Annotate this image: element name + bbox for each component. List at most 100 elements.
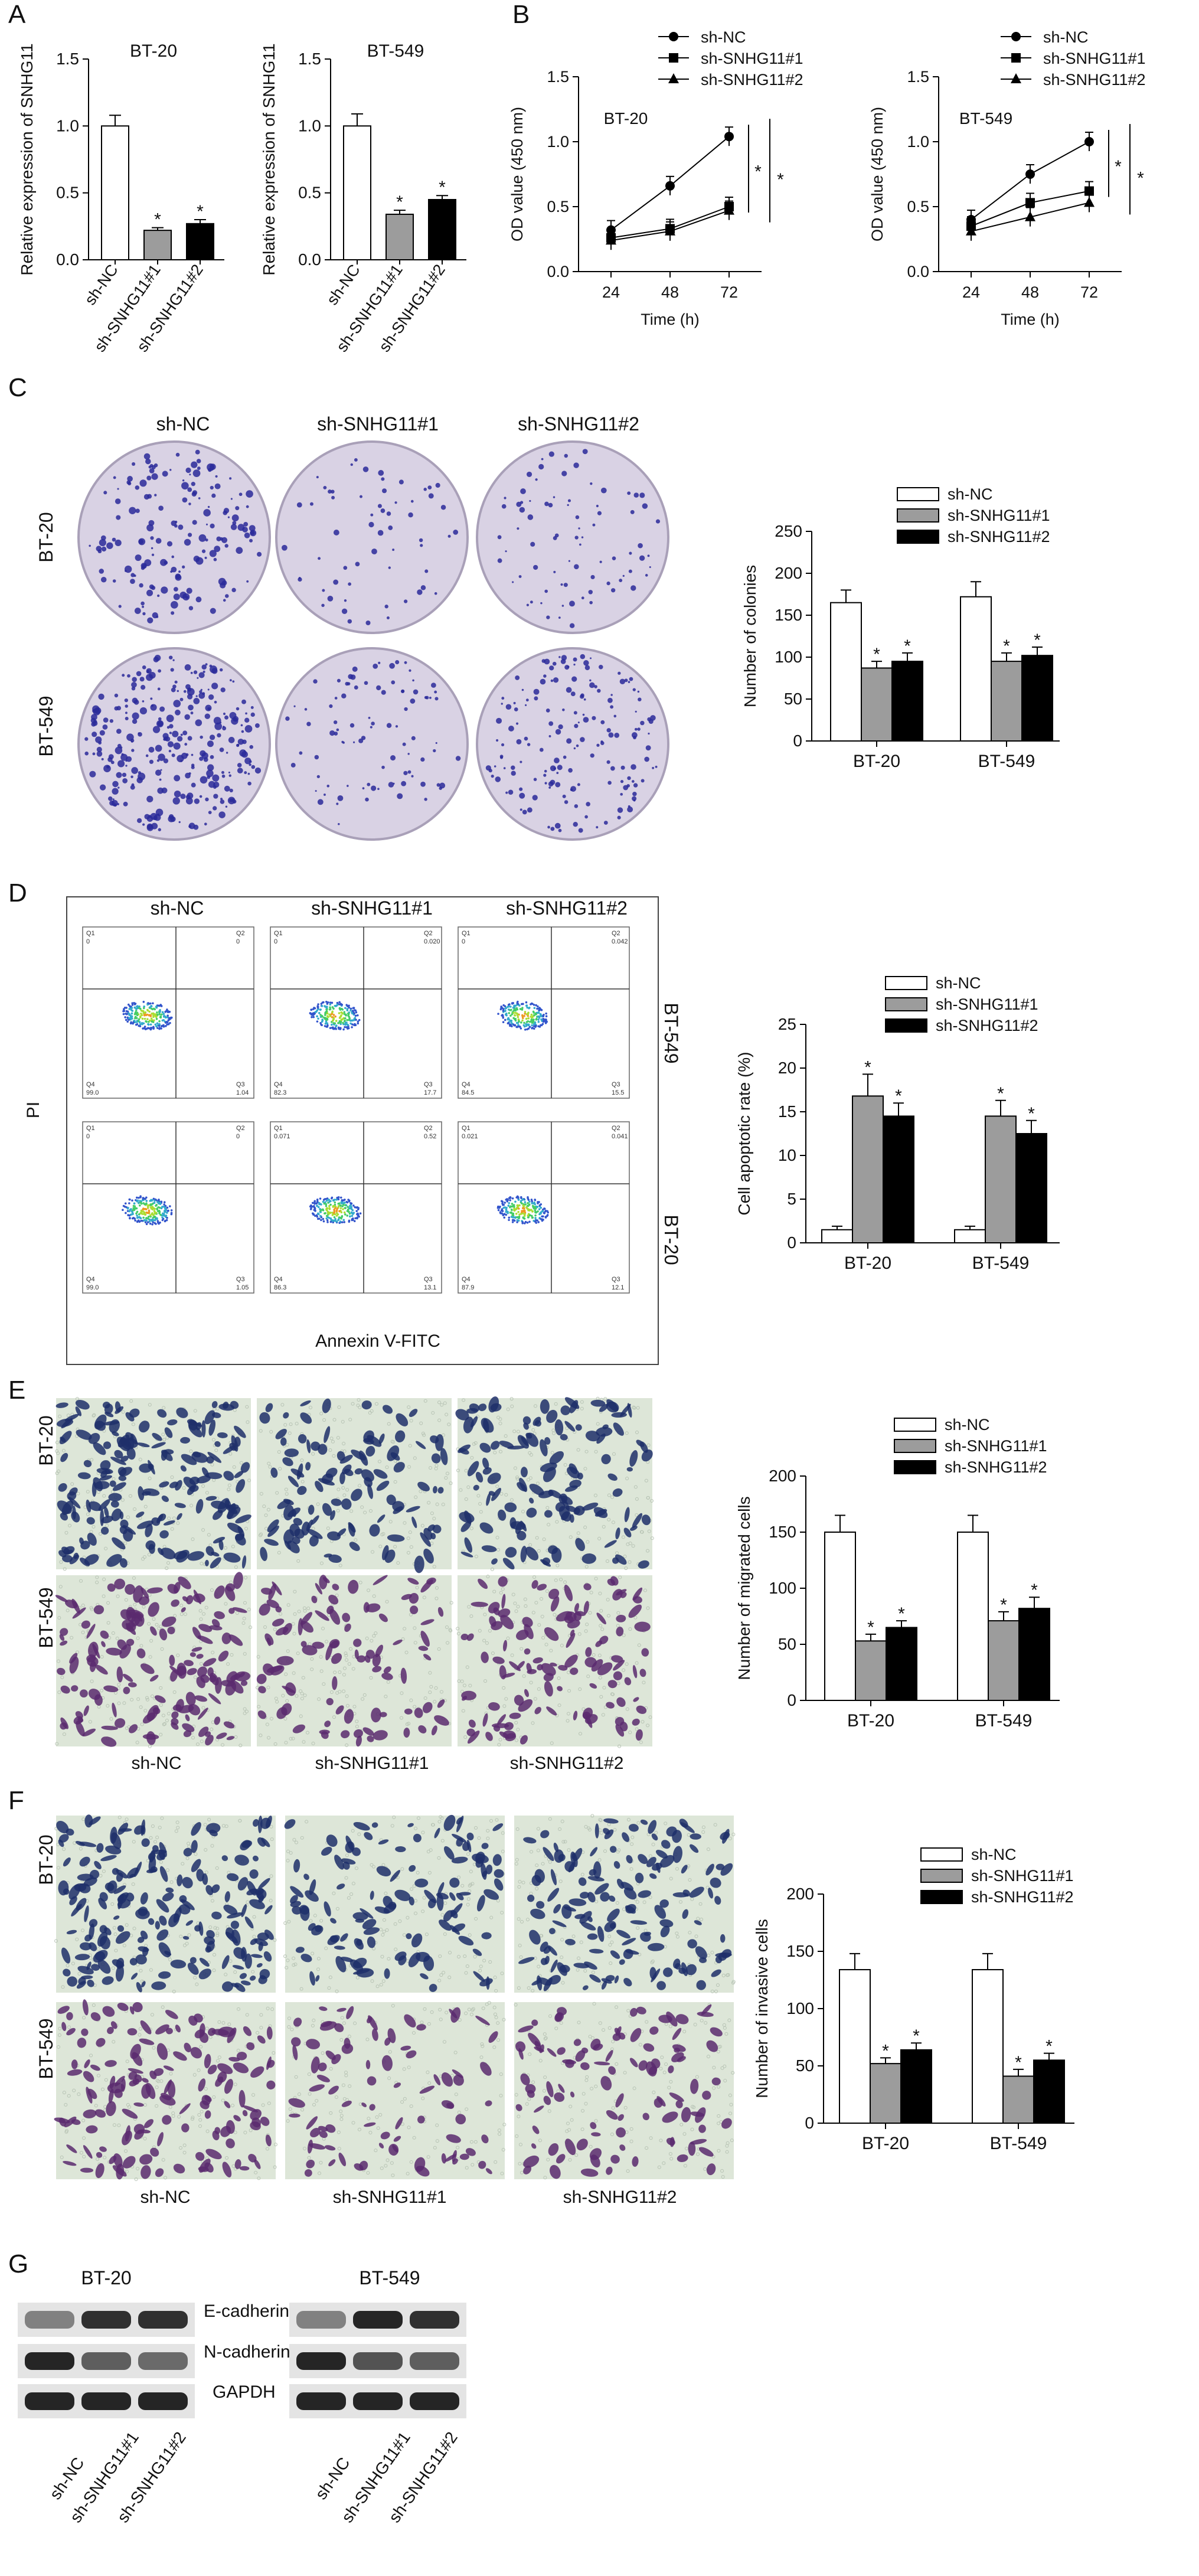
colony-dot	[208, 506, 210, 508]
colony-dot	[241, 730, 244, 733]
event-dot	[326, 1003, 329, 1005]
event-dot	[357, 1020, 360, 1023]
colony-dot	[491, 775, 494, 778]
event-dot	[152, 1208, 154, 1210]
colony-dot	[148, 815, 151, 818]
colony-dot	[610, 766, 615, 771]
colony-dot	[171, 601, 178, 609]
event-dot	[326, 1207, 328, 1210]
colony-dot	[237, 768, 243, 773]
colony-dot	[532, 795, 538, 800]
event-dot	[531, 1200, 533, 1203]
colony-dot	[586, 802, 590, 807]
event-dot	[518, 1018, 520, 1021]
event-dot	[336, 1209, 338, 1212]
colony-dot	[520, 507, 525, 512]
event-dot	[141, 1213, 143, 1215]
legend-label: sh-NC	[945, 1416, 990, 1434]
event-dot	[531, 1027, 534, 1029]
event-dot	[338, 1028, 340, 1030]
colony-dot	[553, 677, 558, 683]
event-dot	[149, 1003, 152, 1005]
colony-dot	[150, 536, 153, 540]
bar-BT-549-sh-SNHG11#1	[991, 661, 1022, 741]
event-dot	[151, 1013, 153, 1015]
q1-label: Q1	[86, 930, 95, 937]
colony-dot	[417, 589, 422, 595]
event-dot	[139, 1196, 142, 1199]
event-dot	[316, 1016, 318, 1018]
q2-value: 0.52	[424, 1133, 436, 1140]
colony-dot	[197, 459, 201, 463]
colony-dot	[125, 570, 127, 572]
event-dot	[167, 1210, 169, 1212]
colony-dot	[206, 524, 208, 525]
colony-dot	[188, 533, 192, 537]
event-dot	[535, 1222, 537, 1224]
colony-dot	[544, 502, 549, 507]
event-dot	[349, 1213, 351, 1215]
colony-dot	[140, 707, 147, 714]
event-dot	[348, 1200, 351, 1203]
colony-dot	[210, 734, 215, 740]
colony-dot	[235, 506, 239, 510]
colony-dot	[544, 590, 548, 593]
event-dot	[534, 1217, 537, 1219]
legend-swatch	[894, 1439, 936, 1452]
colony-dot	[648, 554, 650, 557]
event-dot	[514, 1209, 517, 1211]
event-dot	[325, 1001, 328, 1003]
colony-dot	[434, 697, 438, 700]
colony-dot	[387, 511, 391, 515]
colony-dot	[376, 685, 381, 690]
colony-dot	[184, 743, 187, 746]
event-dot	[515, 1213, 518, 1215]
colony-dot	[205, 538, 208, 541]
colony-dot	[135, 485, 140, 490]
colony-dot	[437, 783, 440, 786]
colony-dot	[347, 785, 349, 787]
marker-circle	[669, 32, 678, 41]
colony-dot	[228, 517, 230, 518]
colony-dot	[251, 713, 255, 717]
colony-dot	[117, 488, 119, 489]
colony-dot	[223, 726, 224, 727]
colony-dot	[192, 520, 197, 525]
y-tick-label: 1.5	[547, 68, 569, 86]
colony-dot	[172, 753, 175, 757]
event-dot	[326, 1005, 328, 1008]
event-dot	[509, 1197, 512, 1199]
event-dot	[528, 1201, 531, 1203]
colony-dot	[211, 494, 215, 498]
event-dot	[326, 1200, 328, 1202]
event-dot	[326, 1015, 329, 1017]
event-dot	[510, 1212, 512, 1214]
colony-dot	[627, 807, 633, 812]
colony-dot	[520, 761, 522, 763]
event-dot	[146, 1018, 149, 1020]
x-tick-label: BT-20	[847, 1711, 894, 1731]
colony-dot	[178, 524, 183, 530]
q3-label: Q3	[236, 1276, 245, 1283]
event-dot	[317, 1003, 319, 1005]
colony-dot	[429, 493, 434, 498]
colony-dot	[318, 557, 321, 560]
colony-dot	[408, 512, 413, 517]
d-col-label-1: sh-NC	[83, 897, 272, 919]
colony-dot	[195, 719, 202, 726]
colony-dot	[378, 470, 384, 476]
event-dot	[344, 1026, 346, 1029]
event-dot	[338, 1012, 341, 1014]
legend-label: sh-SNHG11#1	[945, 1437, 1047, 1455]
colony-dot	[371, 785, 376, 791]
event-dot	[334, 1022, 336, 1024]
y-tick-label: 5	[787, 1190, 796, 1208]
event-dot	[329, 1004, 332, 1006]
bar-BT-549-sh-NC	[960, 597, 991, 741]
event-dot	[522, 1204, 524, 1207]
event-dot	[527, 1017, 530, 1020]
event-dot	[324, 1212, 326, 1214]
event-dot	[145, 1021, 148, 1023]
colony-dot	[132, 462, 135, 466]
event-dot	[346, 1214, 348, 1217]
